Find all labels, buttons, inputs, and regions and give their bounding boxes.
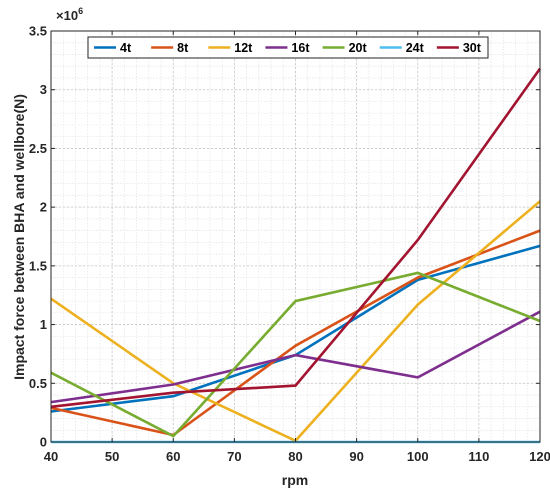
series-line-8t — [50, 229, 541, 437]
series-line-20t — [50, 271, 541, 438]
legend-label-16t: 16t — [291, 41, 310, 55]
x-axis-label: rpm — [282, 472, 308, 488]
y-tick-label: 0.5 — [29, 376, 47, 391]
y-tick-label: 1.5 — [29, 258, 47, 273]
grid — [50, 30, 541, 443]
x-tick-label: 70 — [227, 449, 241, 464]
legend-label-4t: 4t — [120, 41, 132, 55]
legend-label-24t: 24t — [406, 41, 425, 55]
y-axis-label: Impact force between BHA and wellbore(N) — [11, 94, 27, 380]
y-tick-label: 3 — [40, 82, 47, 97]
legend: 4t 8t 12t 16t 20t 24t 30t — [87, 36, 489, 59]
x-tick-label: 90 — [349, 449, 363, 464]
x-tick-label: 80 — [288, 449, 302, 464]
legend-label-30t: 30t — [463, 41, 482, 55]
legend-box — [87, 36, 489, 59]
y-tick-label: 2 — [40, 200, 47, 215]
series-line-30t — [50, 67, 542, 409]
legend-label-8t: 8t — [177, 41, 189, 55]
series-line-16t — [50, 310, 541, 404]
x-tick-label: 40 — [44, 449, 58, 464]
y-tick-label: 0 — [40, 435, 47, 450]
x-tick-label: 110 — [468, 449, 489, 464]
y-tick-label: 2.5 — [29, 141, 47, 156]
x-tick-label: 120 — [529, 449, 550, 464]
y-exponent-label: ×106 — [56, 6, 83, 23]
y-tick-label: 1 — [40, 317, 47, 332]
x-tick-label: 100 — [407, 449, 429, 464]
axes-frame — [50, 30, 541, 443]
tick-labels: 40 50 60 70 80 90 100 110 120 0 0.5 1 1.5 2 2.5 3 3.5 — [29, 24, 550, 465]
legend-label-20t: 20t — [349, 41, 368, 55]
legend-label-12t: 12t — [234, 41, 253, 55]
y-tick-label: 3.5 — [29, 24, 47, 39]
x-tick-label: 60 — [166, 449, 180, 464]
x-tick-label: 50 — [105, 449, 119, 464]
